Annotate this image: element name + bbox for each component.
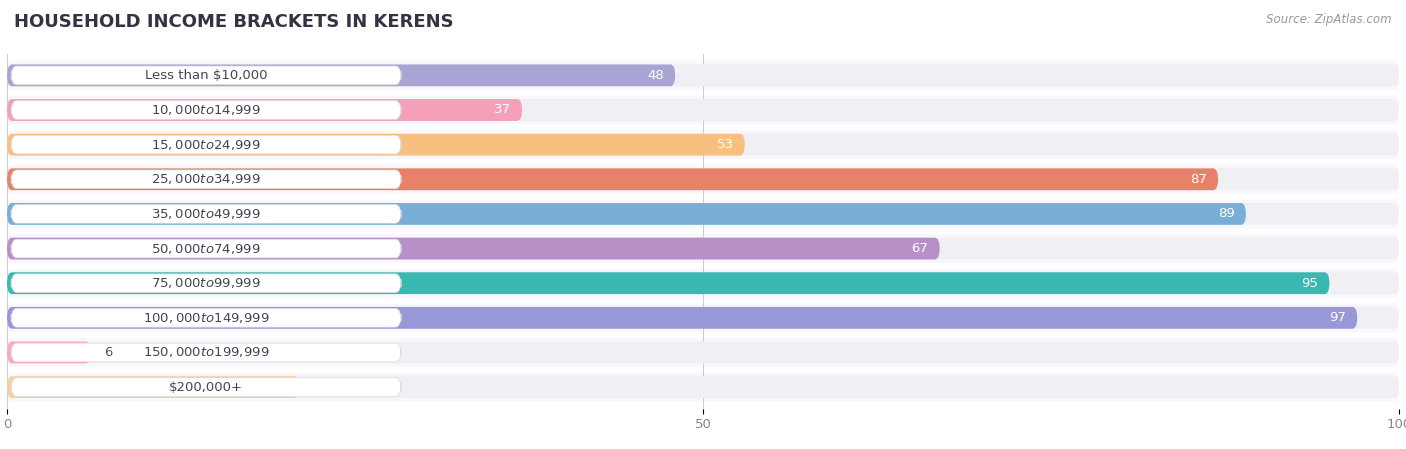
FancyBboxPatch shape xyxy=(7,65,675,86)
Text: $15,000 to $24,999: $15,000 to $24,999 xyxy=(152,138,262,152)
FancyBboxPatch shape xyxy=(7,304,1399,332)
FancyBboxPatch shape xyxy=(7,203,1399,225)
FancyBboxPatch shape xyxy=(11,274,401,292)
FancyBboxPatch shape xyxy=(7,165,1399,194)
FancyBboxPatch shape xyxy=(7,272,1399,294)
Text: $35,000 to $49,999: $35,000 to $49,999 xyxy=(152,207,262,221)
FancyBboxPatch shape xyxy=(7,376,299,398)
FancyBboxPatch shape xyxy=(11,66,401,85)
FancyBboxPatch shape xyxy=(7,272,1330,294)
FancyBboxPatch shape xyxy=(11,101,401,119)
Text: 95: 95 xyxy=(1302,277,1319,290)
FancyBboxPatch shape xyxy=(11,239,401,258)
FancyBboxPatch shape xyxy=(7,96,1399,124)
FancyBboxPatch shape xyxy=(7,134,1399,155)
FancyBboxPatch shape xyxy=(11,205,401,223)
FancyBboxPatch shape xyxy=(7,61,1399,90)
Text: $10,000 to $14,999: $10,000 to $14,999 xyxy=(152,103,262,117)
Text: HOUSEHOLD INCOME BRACKETS IN KERENS: HOUSEHOLD INCOME BRACKETS IN KERENS xyxy=(14,13,454,31)
FancyBboxPatch shape xyxy=(7,99,522,121)
Text: 97: 97 xyxy=(1329,311,1346,324)
Text: $75,000 to $99,999: $75,000 to $99,999 xyxy=(152,276,262,290)
FancyBboxPatch shape xyxy=(7,134,745,155)
Text: $25,000 to $34,999: $25,000 to $34,999 xyxy=(152,172,262,186)
FancyBboxPatch shape xyxy=(11,170,401,189)
Text: 21: 21 xyxy=(271,381,288,394)
FancyBboxPatch shape xyxy=(7,338,1399,367)
Text: $50,000 to $74,999: $50,000 to $74,999 xyxy=(152,242,262,255)
Text: $200,000+: $200,000+ xyxy=(169,381,243,394)
Text: $100,000 to $149,999: $100,000 to $149,999 xyxy=(143,311,270,325)
Text: $150,000 to $199,999: $150,000 to $199,999 xyxy=(143,345,270,360)
FancyBboxPatch shape xyxy=(7,307,1399,329)
FancyBboxPatch shape xyxy=(7,99,1399,121)
Text: Less than $10,000: Less than $10,000 xyxy=(145,69,267,82)
Text: 89: 89 xyxy=(1218,207,1234,220)
FancyBboxPatch shape xyxy=(7,168,1218,190)
FancyBboxPatch shape xyxy=(7,65,1399,86)
Text: 37: 37 xyxy=(494,104,510,116)
FancyBboxPatch shape xyxy=(7,168,1399,190)
FancyBboxPatch shape xyxy=(11,343,401,362)
FancyBboxPatch shape xyxy=(7,238,939,260)
FancyBboxPatch shape xyxy=(7,373,1399,401)
FancyBboxPatch shape xyxy=(11,378,401,396)
FancyBboxPatch shape xyxy=(7,307,1357,329)
FancyBboxPatch shape xyxy=(7,199,1399,228)
Text: 87: 87 xyxy=(1189,173,1206,186)
FancyBboxPatch shape xyxy=(11,135,401,154)
Text: 48: 48 xyxy=(647,69,664,82)
FancyBboxPatch shape xyxy=(7,238,1399,260)
FancyBboxPatch shape xyxy=(7,269,1399,298)
FancyBboxPatch shape xyxy=(7,342,1399,363)
FancyBboxPatch shape xyxy=(11,308,401,327)
Text: 67: 67 xyxy=(911,242,928,255)
Text: 53: 53 xyxy=(717,138,734,151)
Text: Source: ZipAtlas.com: Source: ZipAtlas.com xyxy=(1267,13,1392,26)
FancyBboxPatch shape xyxy=(7,203,1246,225)
Text: 6: 6 xyxy=(104,346,112,359)
FancyBboxPatch shape xyxy=(7,376,1399,398)
FancyBboxPatch shape xyxy=(7,234,1399,263)
FancyBboxPatch shape xyxy=(7,342,90,363)
FancyBboxPatch shape xyxy=(7,130,1399,159)
